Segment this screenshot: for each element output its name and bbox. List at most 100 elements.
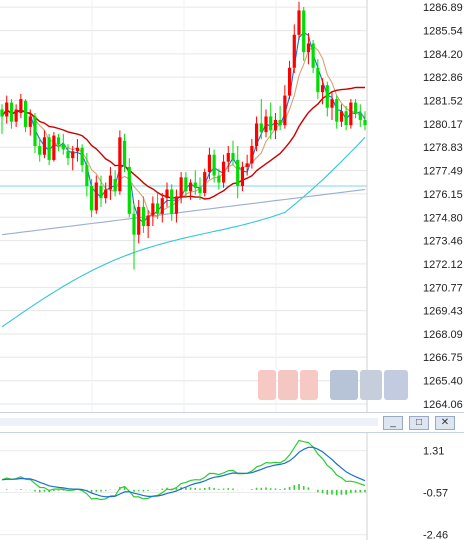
candle <box>94 175 98 214</box>
candle <box>259 99 263 140</box>
macd-lines <box>1 439 366 501</box>
candle <box>320 78 325 105</box>
candle-body <box>94 182 98 211</box>
candle <box>245 154 249 176</box>
macd-chart[interactable]: 1.31 -0.57 -2.46 <box>0 433 464 540</box>
candle-body <box>19 99 23 113</box>
candle-body <box>245 163 249 167</box>
candle <box>160 192 164 223</box>
candle <box>273 112 278 140</box>
candle-body <box>278 119 282 126</box>
watermark-block <box>258 370 276 400</box>
candle <box>193 170 197 195</box>
candle <box>349 99 353 129</box>
candle <box>226 146 230 173</box>
candle <box>33 112 37 153</box>
candle <box>52 132 56 162</box>
candle <box>108 166 113 200</box>
candle <box>269 102 273 140</box>
candle-body <box>302 10 306 53</box>
close-button[interactable]: ✕ <box>435 416 455 430</box>
price-tick-label: 1268.09 <box>423 329 463 341</box>
candle-body <box>207 154 212 173</box>
ma-20-line <box>1 86 365 200</box>
candle <box>184 172 188 199</box>
candle <box>99 175 103 207</box>
candle-body <box>174 196 179 214</box>
minimize-button[interactable]: _ <box>383 416 403 430</box>
candle-body <box>297 10 301 35</box>
price-tick-label: 1265.40 <box>423 376 463 388</box>
candle <box>316 59 320 100</box>
candle <box>278 106 282 131</box>
candle <box>236 146 240 199</box>
candle <box>283 85 287 129</box>
candle-body <box>170 189 174 214</box>
candle-body <box>231 152 235 160</box>
restore-button[interactable]: □ <box>409 416 429 430</box>
candle-body <box>203 172 207 193</box>
candle <box>221 154 226 188</box>
candle <box>155 192 160 220</box>
candle <box>61 133 65 155</box>
candle <box>212 149 216 183</box>
price-tick-label: 1277.49 <box>423 166 463 178</box>
candle <box>42 130 47 159</box>
price-tick-label: 1269.43 <box>423 306 463 318</box>
price-tick-label: 1270.77 <box>423 282 463 294</box>
candle-body <box>104 189 108 199</box>
candle-body <box>273 119 278 131</box>
candle-body <box>198 187 202 193</box>
candle <box>127 158 131 218</box>
candle <box>118 130 122 195</box>
candle <box>28 109 32 136</box>
candle-body <box>99 186 103 199</box>
candle <box>141 196 146 233</box>
candle-body <box>42 137 47 155</box>
candle <box>344 106 348 131</box>
candle-body <box>33 116 37 147</box>
candle-body <box>335 99 339 122</box>
candle-body <box>23 100 28 127</box>
price-chart[interactable]: 1286.89 1285.54 1284.20 1282.86 1281.52 1280.… <box>0 0 464 412</box>
candle <box>306 33 311 65</box>
candle <box>363 111 367 131</box>
price-tick-label: 1266.75 <box>423 352 463 364</box>
candle <box>9 99 14 129</box>
candle-body <box>80 147 84 166</box>
candle-body <box>61 144 65 150</box>
candle-body <box>306 43 311 53</box>
candle-body <box>141 206 146 226</box>
candle <box>38 137 42 162</box>
price-axis-labels: 1286.89 1285.54 1284.20 1282.86 1281.52 1280.… <box>423 2 463 411</box>
candle <box>311 39 315 74</box>
candle-body <box>85 165 89 187</box>
candle <box>198 177 202 200</box>
candle-body <box>108 175 113 190</box>
candle-body <box>38 146 42 155</box>
candle <box>56 133 61 152</box>
candle <box>335 95 339 129</box>
candle-body <box>363 119 367 126</box>
candle-body <box>113 179 117 192</box>
candle <box>104 182 108 204</box>
candle-body <box>56 137 61 145</box>
candle-body <box>155 203 160 214</box>
macd-grid <box>0 450 367 536</box>
ma-50-line <box>1 136 366 328</box>
price-tick-label: 1280.17 <box>423 119 463 131</box>
candle <box>264 109 268 138</box>
candle <box>0 104 4 134</box>
candle-body <box>9 102 14 122</box>
candle <box>240 161 245 192</box>
candle-body <box>339 111 344 122</box>
candle-body <box>127 166 131 214</box>
price-tick-label: 1281.52 <box>423 95 463 107</box>
macd-tick-label: -2.46 <box>423 530 448 540</box>
ma-100-line <box>1 188 366 236</box>
candle-body <box>236 159 240 187</box>
candle-body <box>283 95 287 126</box>
candle <box>254 116 259 152</box>
candle-body <box>132 213 136 235</box>
candle <box>85 152 89 197</box>
